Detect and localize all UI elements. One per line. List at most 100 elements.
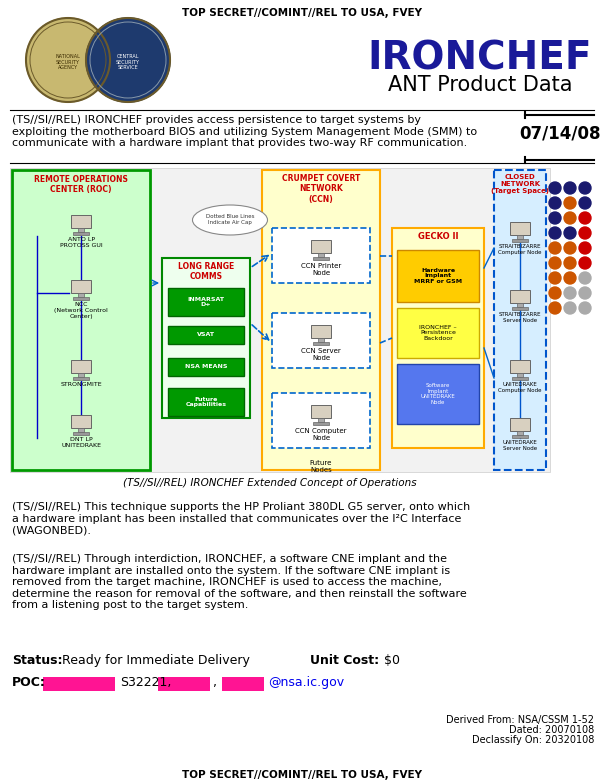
Circle shape [549, 287, 561, 299]
Bar [494, 170, 546, 470]
Text: Future
Capabilities: Future Capabilities [185, 397, 226, 408]
Bar [512, 435, 528, 437]
Circle shape [549, 197, 561, 209]
Circle shape [564, 272, 576, 284]
Circle shape [579, 257, 591, 269]
Text: DNT LP
UNITEDRAKE: DNT LP UNITEDRAKE [61, 437, 101, 448]
Bar [71, 360, 91, 373]
Text: Declassify On: 20320108: Declassify On: 20320108 [472, 735, 594, 745]
Text: $0: $0 [380, 654, 400, 667]
Ellipse shape [193, 205, 268, 235]
Circle shape [579, 302, 591, 314]
Circle shape [579, 287, 591, 299]
Text: CCN Printer
Node: CCN Printer Node [301, 263, 341, 276]
Text: LONG RANGE
COMMS: LONG RANGE COMMS [178, 262, 234, 281]
Bar [158, 677, 210, 691]
Bar [12, 170, 150, 470]
Text: Unit Cost:: Unit Cost: [310, 654, 379, 667]
Text: CENTRAL
SECURITY
SERVICE: CENTRAL SECURITY SERVICE [116, 54, 140, 70]
Text: CCN Computer
Node: CCN Computer Node [295, 428, 347, 441]
Bar [78, 373, 84, 377]
Bar [272, 313, 370, 368]
Circle shape [549, 212, 561, 224]
Text: (TS//SI//REL) IRONCHEF Extended Concept of Operations: (TS//SI//REL) IRONCHEF Extended Concept … [123, 478, 417, 488]
Bar [168, 326, 244, 344]
Bar [311, 240, 331, 253]
Bar [517, 373, 523, 377]
Text: Hardware
Implant
MRRF or GSM: Hardware Implant MRRF or GSM [414, 268, 462, 284]
Circle shape [564, 287, 576, 299]
Text: (TS//SI//REL) This technique supports the HP Proliant 380DL G5 server, onto whic: (TS//SI//REL) This technique supports th… [12, 502, 471, 535]
Bar [397, 364, 479, 424]
Bar [78, 293, 84, 297]
Circle shape [86, 18, 170, 102]
Bar [392, 228, 484, 448]
Bar [517, 235, 523, 239]
Bar [168, 358, 244, 376]
Text: @nsa.ic.gov: @nsa.ic.gov [268, 676, 344, 689]
Bar [262, 170, 380, 470]
Bar [272, 228, 370, 283]
Bar [397, 250, 479, 302]
Text: GECKO II: GECKO II [418, 232, 458, 241]
Text: INMARSAT
D+: INMARSAT D+ [187, 297, 225, 308]
Circle shape [579, 227, 591, 239]
Bar [222, 677, 264, 691]
Bar [73, 432, 89, 434]
Bar [318, 253, 324, 257]
Bar [71, 215, 91, 228]
Bar [517, 303, 523, 307]
Bar [512, 307, 528, 309]
Bar [512, 377, 528, 380]
Bar [73, 377, 89, 380]
Bar [73, 232, 89, 234]
Text: NCC
(Network Control
Center): NCC (Network Control Center) [54, 302, 108, 319]
Circle shape [579, 272, 591, 284]
Circle shape [549, 182, 561, 194]
Text: TOP SECRET//COMINT//REL TO USA, FVEY: TOP SECRET//COMINT//REL TO USA, FVEY [182, 8, 422, 18]
Circle shape [564, 302, 576, 314]
Bar [510, 360, 530, 373]
Bar [162, 258, 250, 418]
Circle shape [579, 182, 591, 194]
Text: TOP SECRET//COMINT//REL TO USA, FVEY: TOP SECRET//COMINT//REL TO USA, FVEY [182, 770, 422, 780]
Text: Dotted Blue Lines
Indicate Air Cap: Dotted Blue Lines Indicate Air Cap [206, 214, 254, 225]
Text: CCN Server
Node: CCN Server Node [301, 348, 341, 361]
Text: VSAT: VSAT [197, 333, 215, 337]
Text: 07/14/08: 07/14/08 [519, 124, 601, 142]
Bar [168, 388, 244, 416]
Bar [318, 418, 324, 422]
Bar [78, 228, 84, 232]
Circle shape [579, 197, 591, 209]
Text: POC:: POC: [12, 676, 46, 689]
Text: S32221,: S32221, [120, 676, 172, 689]
Text: UNITEDRAKE
Server Node: UNITEDRAKE Server Node [503, 440, 538, 451]
Circle shape [564, 227, 576, 239]
Text: IRONCHEF: IRONCHEF [368, 40, 593, 78]
Circle shape [564, 182, 576, 194]
Text: Ready for Immediate Delivery: Ready for Immediate Delivery [58, 654, 250, 667]
Bar [510, 222, 530, 235]
Bar [397, 308, 479, 358]
Circle shape [564, 197, 576, 209]
Bar [272, 393, 370, 448]
Text: ,: , [213, 676, 217, 689]
Bar [10, 168, 550, 472]
Text: Software
Implant
UNITEDRAKE
Node: Software Implant UNITEDRAKE Node [420, 383, 455, 405]
Text: NATIONAL
SECURITY
AGENCY: NATIONAL SECURITY AGENCY [56, 54, 80, 70]
Bar [318, 338, 324, 342]
Bar [71, 415, 91, 428]
Circle shape [549, 242, 561, 254]
Bar [43, 677, 115, 691]
Text: CRUMPET COVERT
NETWORK
(CCN): CRUMPET COVERT NETWORK (CCN) [282, 174, 360, 204]
Text: Future
Nodes: Future Nodes [310, 460, 332, 473]
Text: UNITEDRAKE
Computer Node: UNITEDRAKE Computer Node [498, 382, 542, 393]
Text: STRONGMITE: STRONGMITE [60, 382, 102, 387]
Circle shape [579, 212, 591, 224]
Circle shape [579, 242, 591, 254]
Text: Derived From: NSA/CSSM 1-52: Derived From: NSA/CSSM 1-52 [446, 715, 594, 725]
Text: Dated: 20070108: Dated: 20070108 [509, 725, 594, 735]
Bar [313, 342, 329, 344]
Circle shape [564, 212, 576, 224]
Text: (TS//SI//REL) Through interdiction, IRONCHEF, a software CNE implant and the
har: (TS//SI//REL) Through interdiction, IRON… [12, 554, 467, 611]
